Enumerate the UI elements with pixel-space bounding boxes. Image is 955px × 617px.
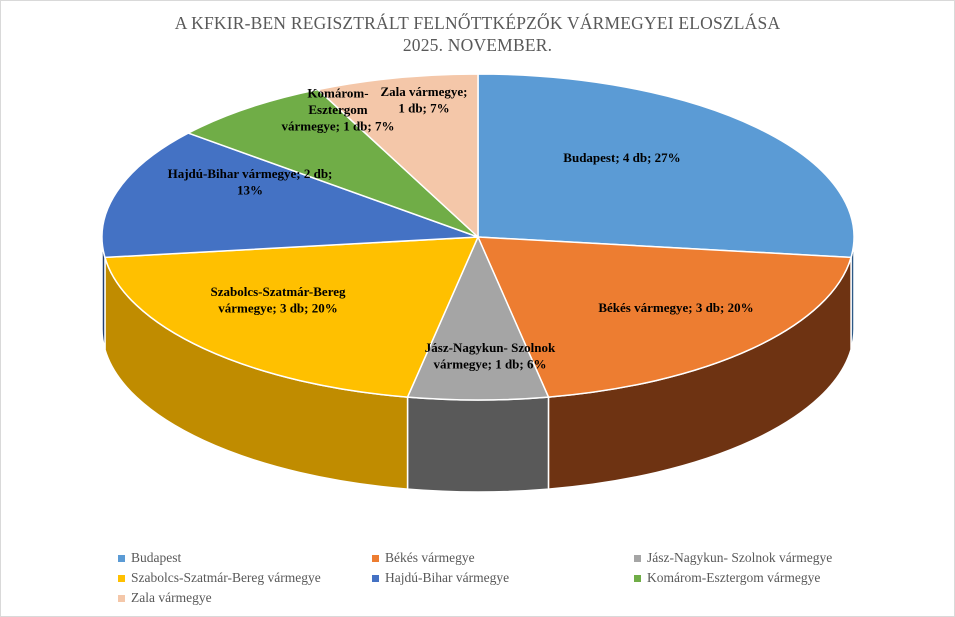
data-label-bekes-varmegye: Békés vármegye; 3 db; 20%	[598, 300, 753, 315]
legend-item-zala-varmegye: Zala vármegye	[118, 590, 212, 606]
legend: Budapest Békés vármegye Jász-Nagykun- Szol…	[0, 544, 955, 614]
slice-side-jasz-nagykun-szolnok-varmegye	[406, 396, 550, 493]
legend-swatch	[118, 574, 125, 582]
pie-labels: Budapest; 4 db; 27% Békés vármegye; 3 db;…	[168, 84, 754, 372]
legend-label: Zala vármegye	[131, 590, 212, 605]
legend-item-szabolcs-szatmar-bereg-varmegye: Szabolcs-Szatmár-Bereg vármegye	[118, 570, 321, 586]
slice-jasz-nagykun-szolnok-varmegye	[406, 236, 550, 401]
slice-zala-varmegye	[317, 73, 479, 238]
legend-label: Békés vármegye	[385, 550, 475, 565]
chart-title: A KFKIR-BEN REGISZTRÁLT FELNŐTTKÉPZŐK VÁ…	[0, 12, 955, 56]
legend-label: Budapest	[131, 550, 182, 565]
legend-label: Komárom-Esztergom vármegye	[647, 570, 821, 585]
data-label-budapest: Budapest; 4 db; 27%	[563, 150, 680, 165]
data-label-zala-varmegye: Zala vármegye; 1 db; 7%	[380, 84, 467, 116]
pie-chart: Budapest; 4 db; 27% Békés vármegye; 3 db;…	[101, 73, 855, 493]
legend-swatch	[634, 574, 641, 582]
slice-komarom-esztergom-varmegye	[187, 88, 479, 238]
legend-swatch	[118, 554, 125, 562]
slice-budapest	[477, 73, 855, 259]
legend-label: Hajdú-Bihar vármegye	[385, 570, 510, 585]
legend-swatch	[372, 554, 379, 562]
legend-label: Jász-Nagykun- Szolnok vármegye	[647, 550, 833, 565]
chart-title-line-2: 2025. NOVEMBER.	[402, 35, 553, 55]
data-label-jasz-nagykun-szolnok-varmegye: Jász-Nagykun- Szolnok vármegye; 1 db; 6%	[425, 340, 556, 372]
legend-label: Szabolcs-Szatmár-Bereg vármegye	[131, 570, 321, 585]
legend-item-komarom-esztergom-varmegye: Komárom-Esztergom vármegye	[634, 570, 820, 586]
legend-item-bekes-varmegye: Békés vármegye	[372, 550, 475, 566]
data-label-szabolcs-szatmar-bereg-varmegye: Szabolcs-Szatmár-Bereg vármegye; 3 db; 20…	[210, 284, 346, 316]
slice-szabolcs-szatmar-bereg-varmegye	[104, 236, 479, 398]
chart-title-line-1: A KFKIR-BEN REGISZTRÁLT FELNŐTTKÉPZŐK VÁ…	[174, 13, 781, 33]
pie-tops	[101, 73, 855, 401]
legend-swatch	[372, 574, 379, 582]
legend-item-jasz-nagykun-szolnok-varmegye: Jász-Nagykun- Szolnok vármegye	[634, 550, 832, 566]
legend-item-hajdu-bihar-varmegye: Hajdú-Bihar vármegye	[372, 570, 509, 586]
data-label-komarom-esztergom-varmegye: Komárom-Esztergom vármegye; 1 db; 7%	[281, 86, 394, 134]
data-label-hajdu-bihar-varmegye: Hajdú-Bihar vármegye; 2 db; 13%	[168, 166, 333, 198]
legend-item-budapest: Budapest	[118, 550, 181, 566]
legend-swatch	[634, 554, 641, 562]
slice-bekes-varmegye	[477, 236, 852, 398]
slice-hajdu-bihar-varmegye	[101, 132, 479, 259]
legend-swatch	[118, 594, 125, 602]
